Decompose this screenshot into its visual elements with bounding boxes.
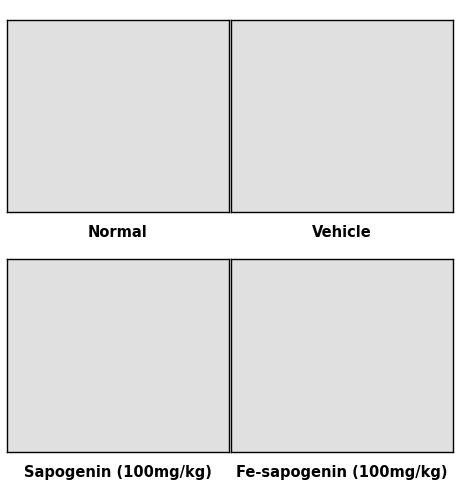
Text: Sapogenin (100mg/kg): Sapogenin (100mg/kg): [24, 464, 211, 479]
Text: Fe-sapogenin (100mg/kg): Fe-sapogenin (100mg/kg): [236, 464, 447, 479]
Text: Vehicle: Vehicle: [312, 225, 371, 240]
Text: Normal: Normal: [88, 225, 147, 240]
